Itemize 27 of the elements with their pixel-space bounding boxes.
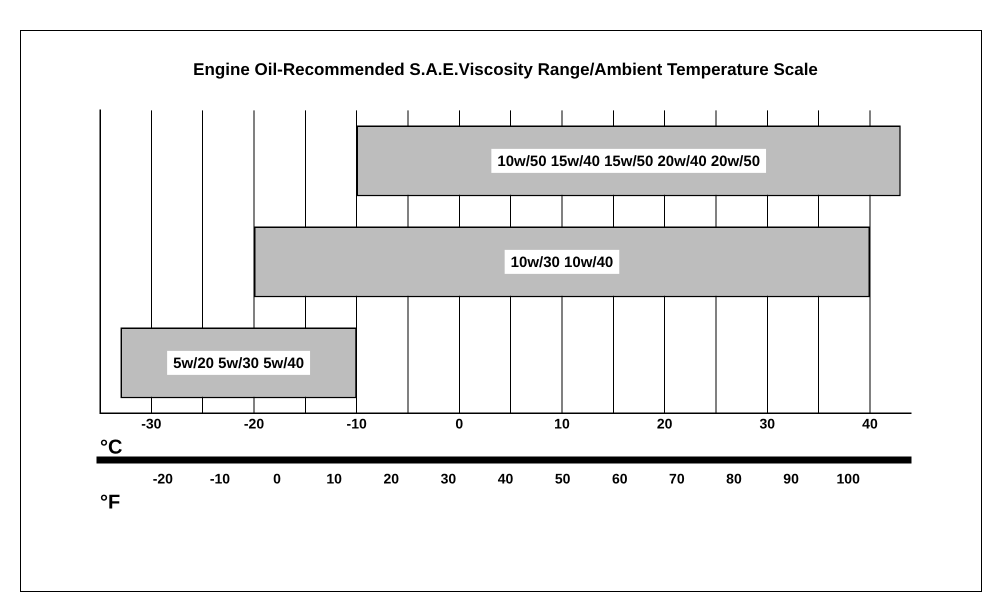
x2-tick-label: 70 [669, 470, 685, 486]
x2-tick-label: 30 [440, 470, 456, 486]
chart-title: Engine Oil-Recommended S.A.E.Viscosity Range/Ambient Temperature Scale [193, 60, 818, 79]
x-tick-label: 0 [455, 416, 464, 432]
y-tick-label: 5w/20 5w/30 5w/40 [173, 355, 304, 372]
x-tick-label: 30 [759, 416, 776, 432]
x2-tick-label: 10 [326, 470, 342, 486]
x2-tick-label: 60 [612, 470, 628, 486]
x2-tick-label: 20 [383, 470, 400, 486]
x2-tick-label: 90 [783, 470, 800, 486]
x2-tick-label: -20 [152, 470, 174, 486]
x-tick-label: 20 [656, 416, 673, 432]
x-tick-label: -20 [244, 416, 264, 432]
x2-tick-label: -10 [210, 470, 230, 486]
x-tick-label: 40 [862, 416, 878, 432]
x-tick-label: -30 [141, 416, 162, 432]
y-tick-label: 10w/50 15w/40 15w/50 20w/40 20w/50 [497, 153, 760, 170]
x2-tick-label: 0 [273, 470, 282, 486]
x-tick-label: 10 [554, 416, 570, 432]
x2-tick-label: 80 [726, 470, 742, 486]
x2-tick-label: 50 [554, 470, 571, 486]
x2-axis-title: °F [100, 492, 120, 514]
x2-tick-label: 100 [836, 470, 860, 486]
y-tick-label: 10w/30 10w/40 [510, 254, 614, 272]
x-axis-title: °C [100, 436, 122, 459]
x-tick-label: -10 [346, 416, 367, 432]
x2-tick-label: 40 [498, 470, 514, 486]
